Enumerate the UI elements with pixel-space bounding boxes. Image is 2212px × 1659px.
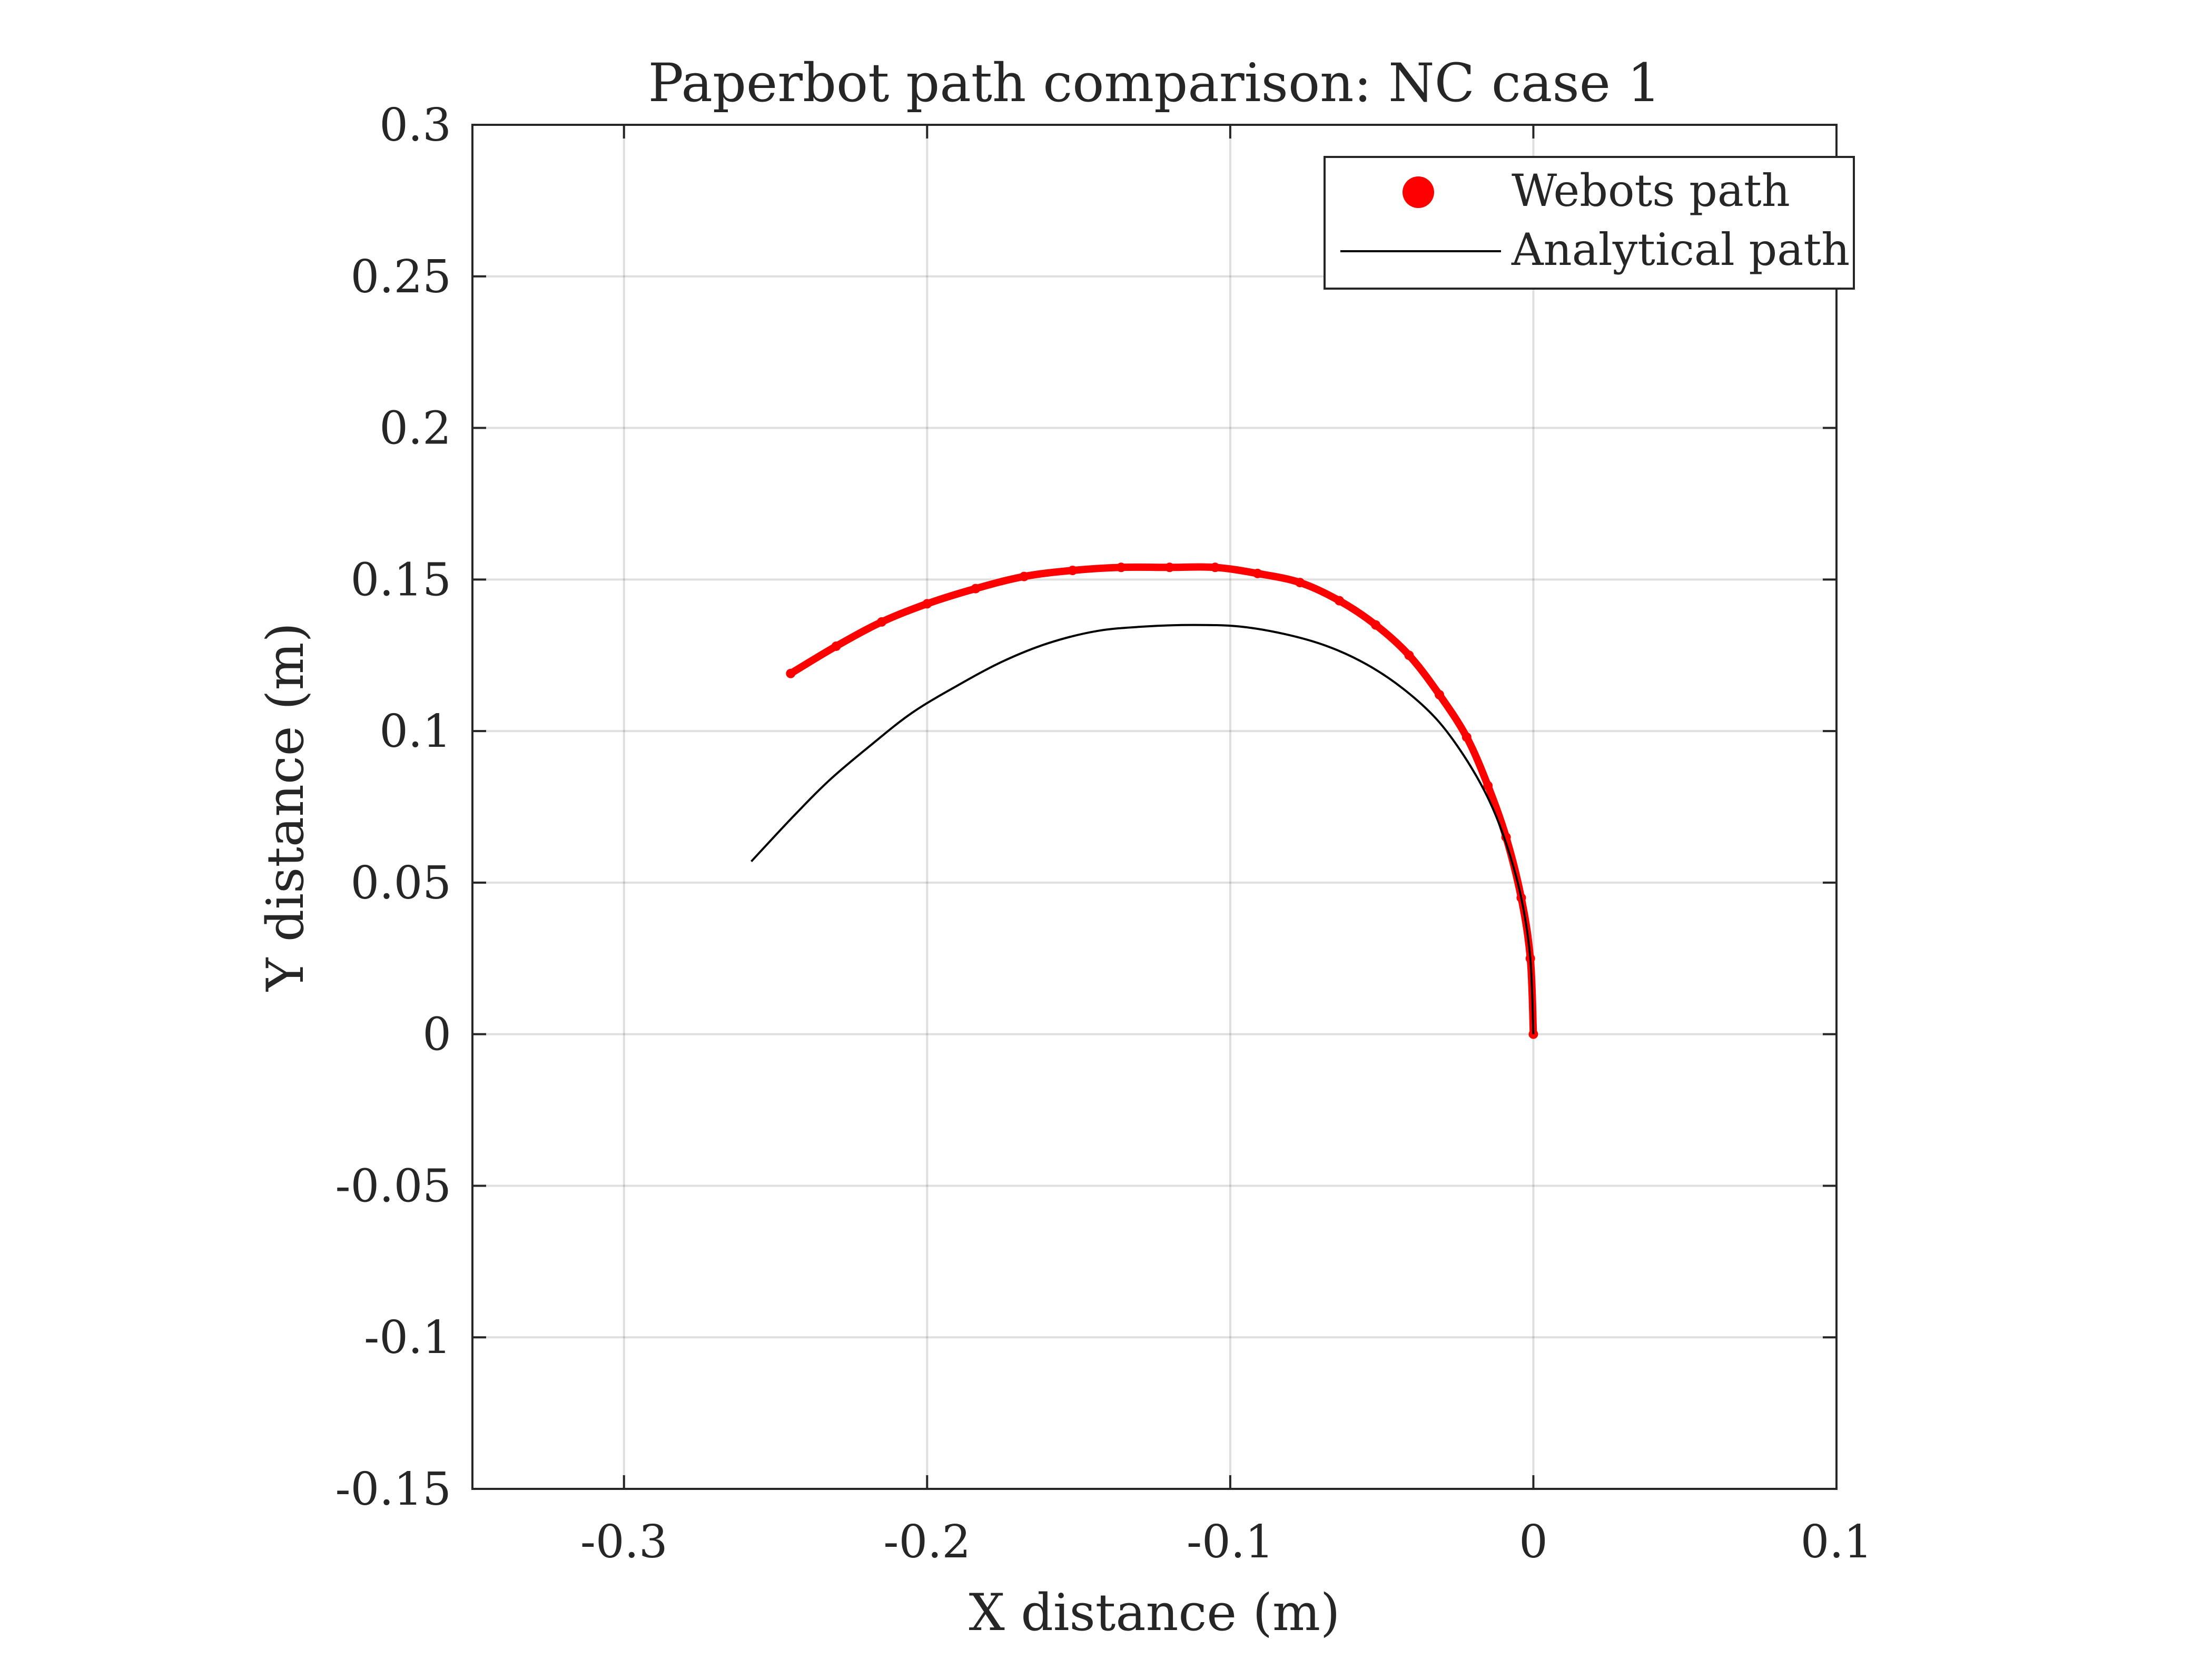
y-tick-label: -0.15 (335, 1463, 451, 1516)
webots-path-point (1295, 578, 1305, 588)
axes-box (471, 124, 1838, 1490)
webots-path-point (831, 641, 841, 651)
legend-label-analytical: Analytical path (1511, 224, 1850, 275)
x-tick-labels: -0.3 -0.2 -0.1 0 0.1 (580, 1516, 1873, 1568)
x-tick-label: -0.1 (1187, 1516, 1274, 1568)
webots-path-point (1019, 571, 1029, 581)
webots-path-point (1371, 620, 1381, 630)
chart-title: Paperbot path comparison: NC case 1 (648, 52, 1661, 114)
y-tick-label: 0.2 (379, 402, 451, 455)
y-tick-label: 0.25 (351, 251, 451, 303)
webots-path-point (1252, 568, 1262, 578)
webots-path-point (1164, 562, 1174, 572)
y-axis-label: Y distance (m) (256, 623, 315, 992)
x-axis-label: X distance (m) (969, 1583, 1340, 1642)
webots-path-point (1210, 562, 1220, 572)
x-tick-label: -0.3 (580, 1516, 668, 1568)
webots-path-trace (787, 563, 1537, 1038)
webots-path-point (971, 584, 981, 594)
webots-path-point (922, 599, 932, 609)
series-layer (750, 562, 1538, 1039)
webots-path-point (1068, 566, 1078, 576)
webots-path-point (786, 668, 796, 678)
webots-path-point (1483, 781, 1493, 791)
y-tick-label: 0 (422, 1009, 451, 1061)
y-tick-label: 0.3 (379, 99, 451, 152)
webots-path-point (1404, 650, 1414, 660)
y-tick-label: 0.05 (351, 857, 451, 910)
y-tick-label: 0.15 (351, 554, 451, 606)
tick-marks (472, 124, 1838, 1490)
x-tick-label: -0.2 (883, 1516, 971, 1568)
legend-label-webots: Webots path (1512, 165, 1790, 216)
y-tick-label: 0.1 (379, 705, 451, 758)
analytical-path-line (750, 624, 1535, 1034)
y-tick-label: -0.05 (335, 1160, 451, 1212)
y-tick-labels: -0.15 -0.1 -0.05 0 0.05 0.1 0.15 0.2 0.25 0.3 (335, 99, 451, 1516)
webots-path-point (1116, 562, 1126, 572)
webots-path-point (877, 617, 886, 627)
plot-area (472, 125, 1836, 1489)
legend-marker-webots (1403, 176, 1434, 208)
y-tick-label: -0.1 (364, 1311, 451, 1364)
x-tick-label: 0.1 (1801, 1516, 1873, 1568)
webots-path-point (1461, 732, 1472, 742)
webots-path-point (1335, 596, 1345, 606)
legend: Webots path Analytical path (1324, 156, 1855, 290)
x-tick-label: 0 (1519, 1516, 1548, 1568)
webots-path-point (1435, 690, 1445, 700)
